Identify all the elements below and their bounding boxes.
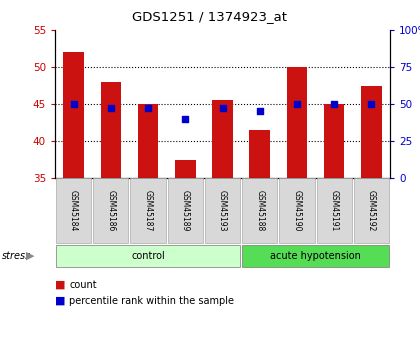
- Text: GSM45187: GSM45187: [144, 190, 152, 231]
- Text: GSM45184: GSM45184: [69, 190, 78, 231]
- Point: [145, 105, 152, 110]
- Text: GDS1251 / 1374923_at: GDS1251 / 1374923_at: [132, 10, 288, 23]
- Text: GSM45189: GSM45189: [181, 190, 190, 231]
- Text: ■: ■: [55, 280, 65, 290]
- Text: ▶: ▶: [26, 251, 34, 261]
- Text: GSM45192: GSM45192: [367, 190, 376, 231]
- Point: [219, 105, 226, 110]
- Point: [368, 101, 375, 107]
- Text: control: control: [131, 251, 165, 261]
- Point: [294, 101, 300, 107]
- Bar: [361, 86, 382, 178]
- Text: GSM45190: GSM45190: [292, 190, 302, 231]
- Bar: [138, 104, 158, 178]
- Point: [331, 101, 338, 107]
- Point: [256, 109, 263, 114]
- Bar: [249, 130, 270, 178]
- Bar: [175, 159, 196, 178]
- Point: [108, 105, 114, 110]
- Text: ■: ■: [55, 296, 65, 306]
- Bar: [287, 67, 307, 178]
- Bar: [101, 82, 121, 178]
- Text: acute hypotension: acute hypotension: [270, 251, 361, 261]
- Point: [182, 116, 189, 121]
- Text: GSM45191: GSM45191: [330, 190, 339, 231]
- Text: stress: stress: [2, 251, 32, 261]
- Bar: [63, 52, 84, 178]
- Text: count: count: [69, 280, 97, 290]
- Text: GSM45188: GSM45188: [255, 190, 264, 231]
- Bar: [324, 104, 344, 178]
- Point: [70, 101, 77, 107]
- Text: GSM45186: GSM45186: [106, 190, 116, 231]
- Text: percentile rank within the sample: percentile rank within the sample: [69, 296, 234, 306]
- Text: GSM45193: GSM45193: [218, 190, 227, 231]
- Bar: [212, 100, 233, 178]
